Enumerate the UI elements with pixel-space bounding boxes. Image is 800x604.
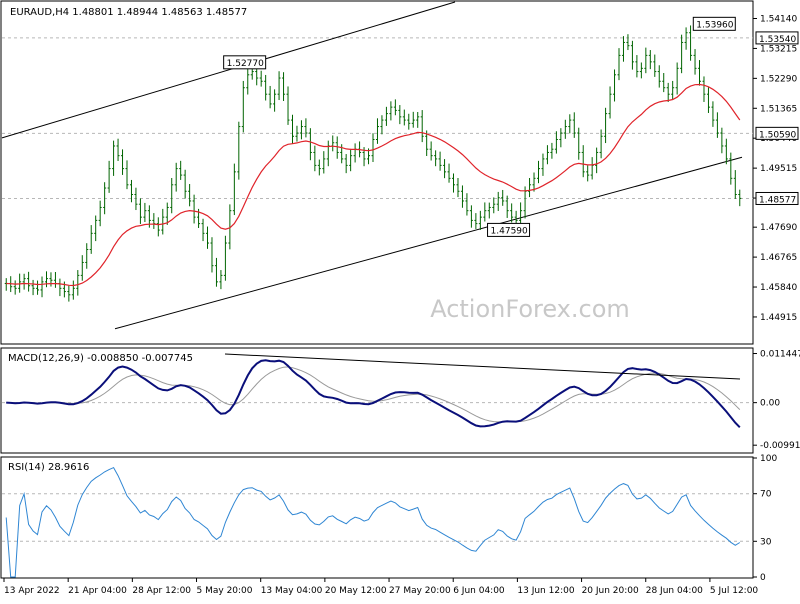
- xtick-label: 5 May 20:00: [197, 586, 253, 596]
- price-annotation-box: [223, 55, 267, 70]
- price-ytick-label: 1.45840: [760, 283, 797, 293]
- price-ytick-label: 1.46765: [760, 253, 797, 263]
- price-label-box: [755, 31, 799, 45]
- price-panel: [0, 0, 754, 345]
- price-ytick-label: 1.44915: [760, 313, 797, 323]
- rsi-ytick-label: 100: [760, 454, 777, 464]
- macd-signal-line: [6, 366, 741, 423]
- macd-ytick-label: -0.009913: [760, 441, 800, 451]
- xtick-label: 21 Apr 04:00: [68, 586, 127, 596]
- price-layer: 1.52770 1.47590 1.53960: [1, 1, 753, 330]
- moving-average-line: [6, 83, 741, 287]
- macd-divergence-line: [224, 353, 741, 380]
- xtick-label: 13 Jun 12:00: [517, 586, 574, 596]
- rsi-layer: [2, 466, 753, 578]
- price-ytick-label: 1.51365: [760, 104, 797, 114]
- price-header: EURAUD,H4 1.48801 1.48944 1.48563 1.4857…: [10, 7, 247, 18]
- xtick-label: 13 Apr 2022: [4, 586, 60, 596]
- xtick-label: 5 Jul 12:00: [710, 586, 759, 596]
- macd-layer: [2, 353, 753, 428]
- price-annotation-box: [692, 16, 736, 31]
- price-label-box: [755, 191, 799, 205]
- price-ytick-label: 1.53215: [760, 44, 797, 54]
- price-ytick-label: 1.52290: [760, 74, 797, 84]
- lower-channel-line: [114, 156, 743, 330]
- xtick-label: 13 May 04:00: [261, 586, 323, 596]
- xtick-label: 6 Jun 04:00: [453, 586, 505, 596]
- price-annotation-label: 1.52770: [227, 59, 264, 69]
- price-label-text: 1.50590: [759, 130, 796, 140]
- xtick-label: 28 Apr 12:00: [132, 586, 191, 596]
- axis-layer: 1.541401.532151.522901.513651.504401.495…: [3, 15, 800, 596]
- rsi-ytick-label: 0: [760, 573, 766, 583]
- xtick-label: 20 Jun 20:00: [582, 586, 639, 596]
- macd-ytick-label: 0.00: [760, 399, 780, 409]
- rsi-panel: [0, 456, 754, 579]
- price-annotation-label: 1.47590: [491, 226, 528, 236]
- watermark: ActionForex.com: [430, 295, 630, 323]
- rsi-ytick-label: 30: [760, 537, 772, 547]
- price-label-box: [755, 126, 799, 140]
- price-annotation-box: [487, 222, 531, 237]
- upper-channel-line: [1, 1, 456, 139]
- price-label-text: 1.53540: [759, 35, 796, 45]
- price-ytick-label: 1.49515: [760, 164, 797, 174]
- rsi-ytick-label: 70: [760, 490, 772, 500]
- macd-main-line: [6, 359, 741, 428]
- macd-header: MACD(12,26,9) -0.008850 -0.007745: [8, 353, 193, 364]
- price-ytick-label: 1.47690: [760, 223, 797, 233]
- xtick-label: 28 Jun 04:00: [646, 586, 703, 596]
- price-ytick-label: 1.54140: [760, 15, 797, 25]
- price-label-text: 1.48577: [759, 195, 796, 205]
- rsi-header: RSI(14) 28.9616: [8, 462, 89, 473]
- rsi-line: [5, 466, 741, 578]
- price-annotation-label: 1.53960: [696, 20, 733, 30]
- xtick-label: 20 May 12:00: [325, 586, 387, 596]
- macd-ytick-label: 0.011447: [760, 350, 800, 360]
- xtick-label: 27 May 20:00: [389, 586, 451, 596]
